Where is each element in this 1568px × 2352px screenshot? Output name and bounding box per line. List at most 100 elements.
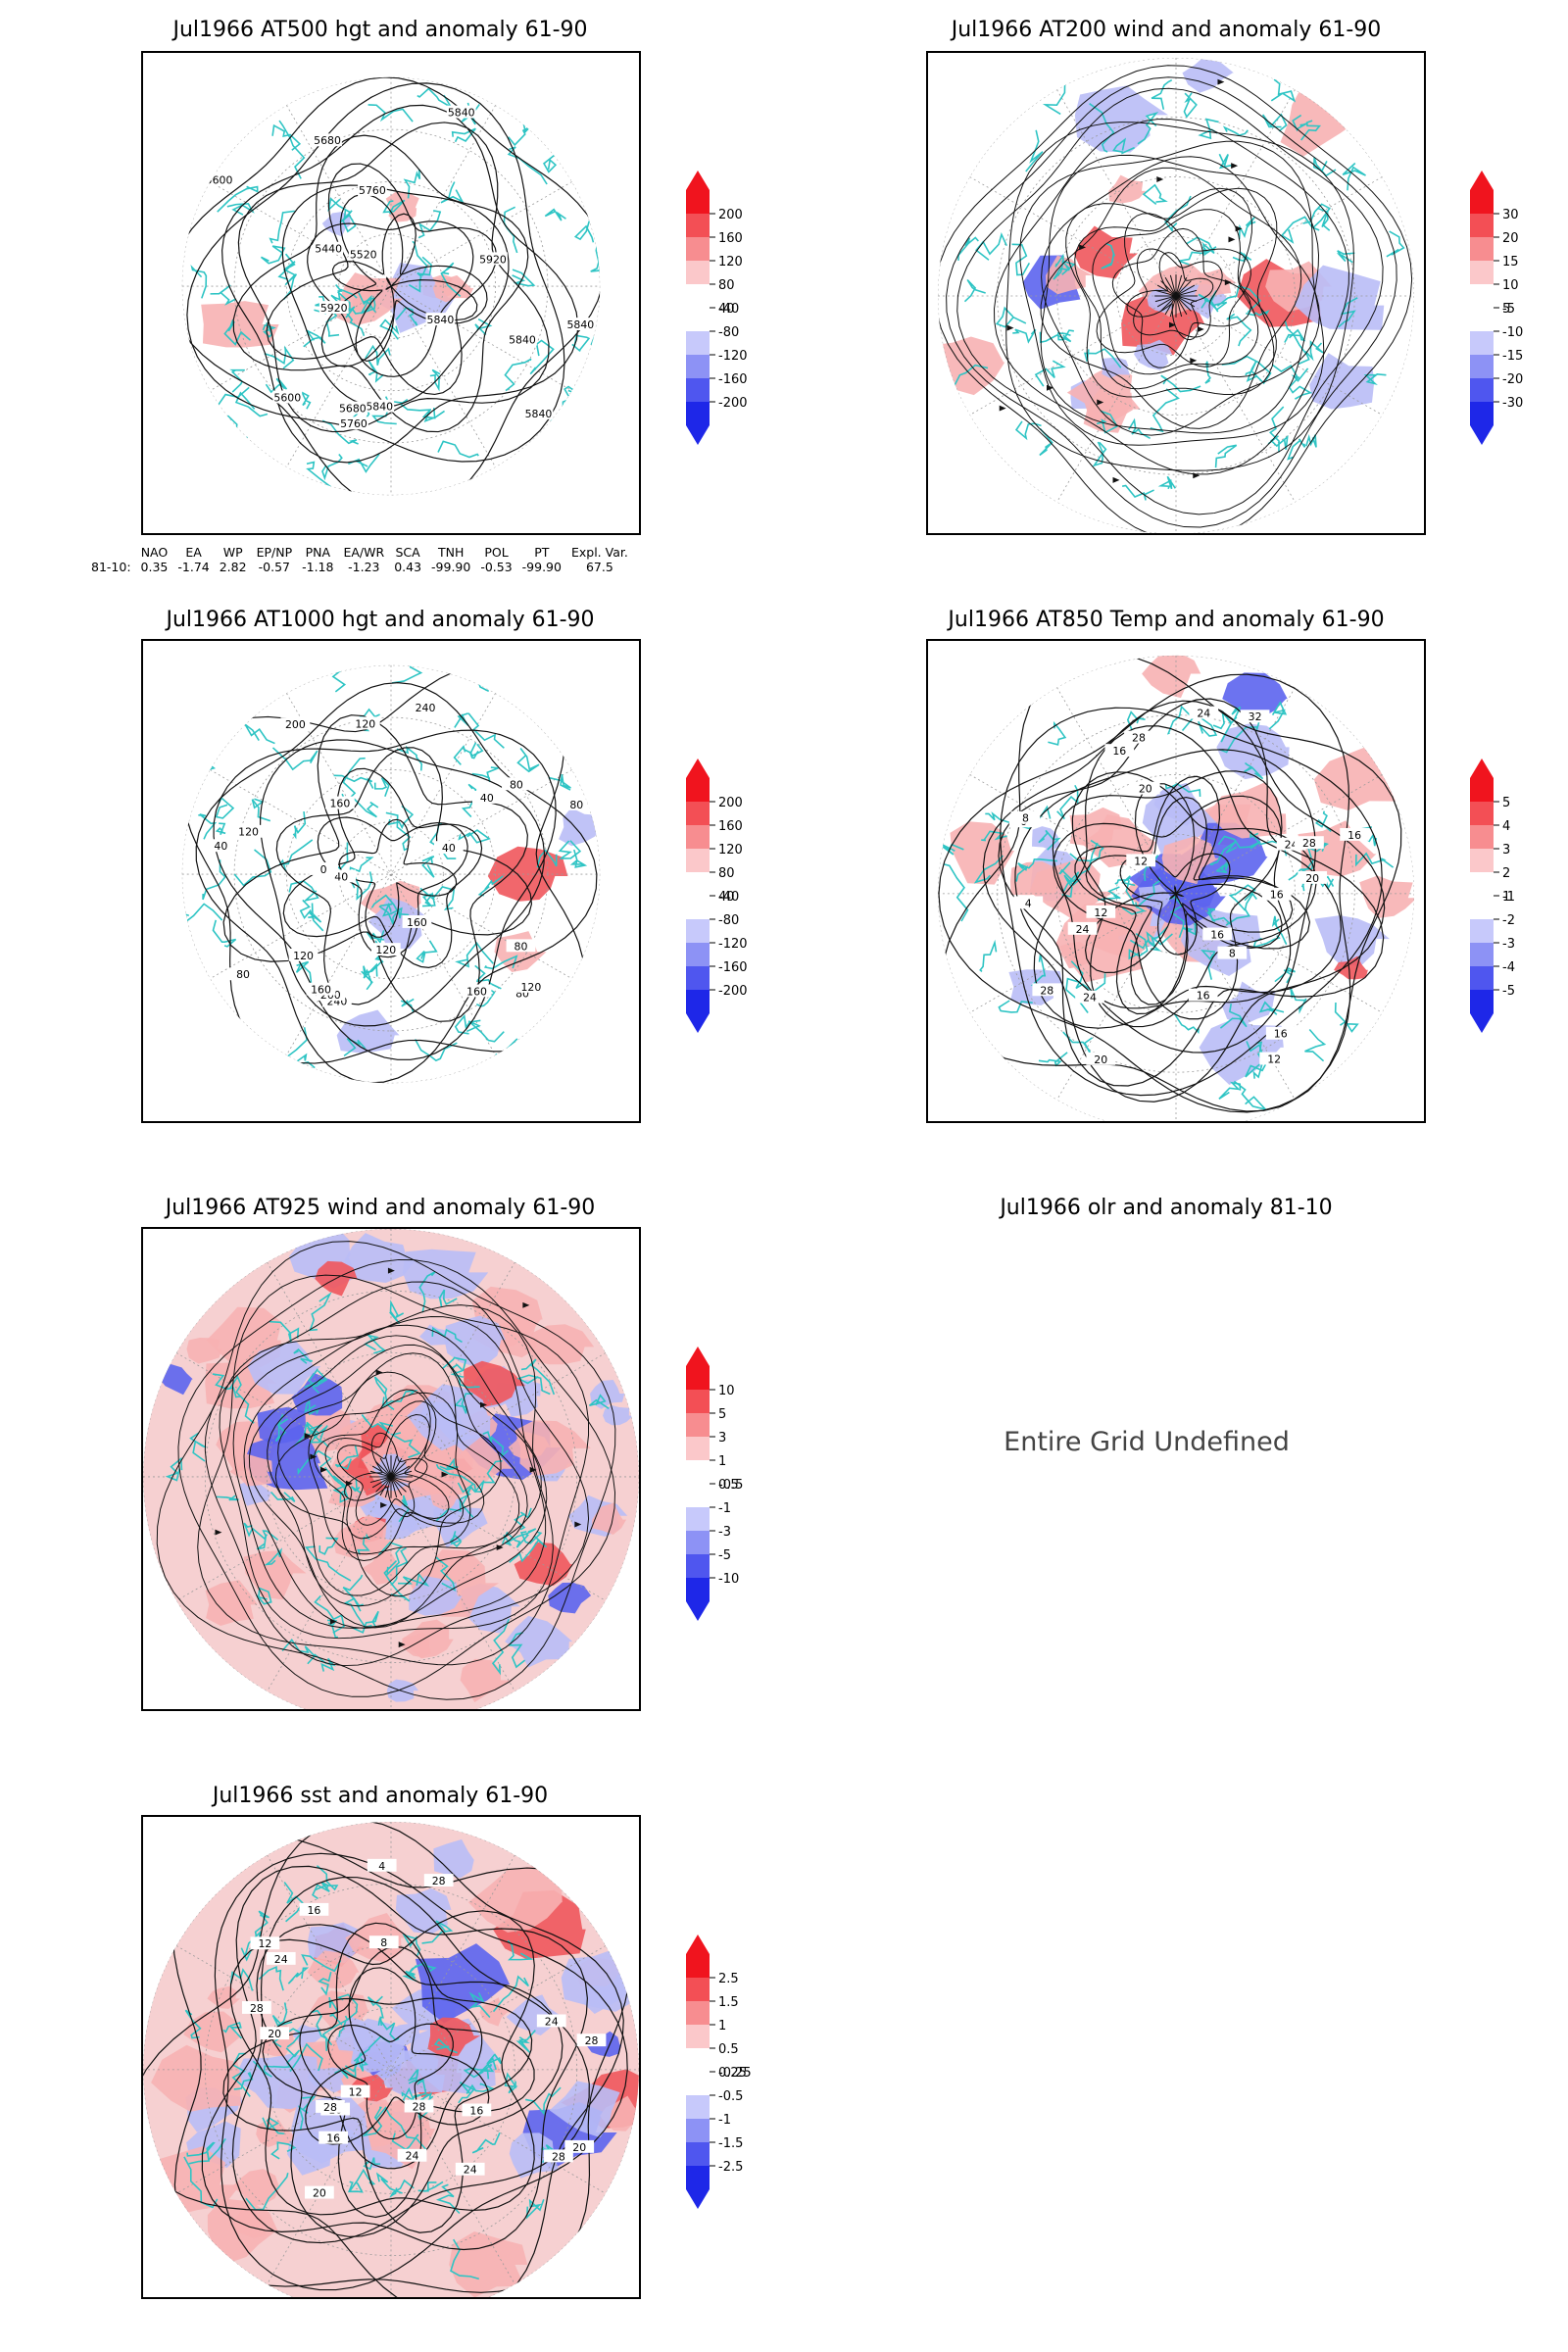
contour-label: 5760 <box>340 417 368 430</box>
colorbar-bottom-triangle <box>1470 1013 1494 1033</box>
colorbar-label: -160 <box>718 372 748 387</box>
coastline-segment <box>979 939 998 972</box>
negative-anomaly-region <box>549 2081 620 2138</box>
coastline-segment <box>244 723 275 745</box>
colorbar-box <box>1470 190 1494 214</box>
coastline-segment <box>357 1534 370 1555</box>
contour-label: 24 <box>545 2015 559 2028</box>
coastline-segment <box>318 1537 339 1555</box>
coastline-segment <box>471 766 499 783</box>
contour-label: 16 <box>469 2104 483 2117</box>
pole-streamline <box>390 1476 411 1489</box>
coastline-segment <box>260 245 286 265</box>
positive-anomaly-region <box>1359 875 1415 918</box>
streamline-arrow <box>1235 225 1243 232</box>
contour-label: 20 <box>1139 783 1152 796</box>
coastline-segment <box>1048 720 1067 746</box>
tele-header: PNA <box>305 545 331 560</box>
pole-streamline <box>1175 295 1188 316</box>
colorbar-svg-p2: 30 20 15 10 5-5 -10 -15 -20 -30 <box>1470 171 1523 445</box>
positive-anomaly-region <box>1334 956 1368 980</box>
coastline-segment <box>1222 125 1249 136</box>
streamlines <box>156 1241 616 1700</box>
coastline-segment <box>375 2172 403 2194</box>
positive-anomaly-region <box>201 301 279 348</box>
coastline-segment <box>1317 207 1331 231</box>
streamline <box>324 1400 465 1540</box>
coastline-segment <box>1200 950 1216 980</box>
negative-anomaly-region <box>559 808 601 847</box>
coastline-segment <box>1137 112 1159 145</box>
contour-label: 160 <box>311 984 331 997</box>
colorbar-svg-p4: 5 4 3 2 1-1 -2 -3 -4 -5 <box>1470 759 1515 1033</box>
coastline-segment <box>1198 716 1218 737</box>
positive-anomaly-region <box>592 1502 627 1535</box>
coastline-segment <box>1183 92 1198 119</box>
streamline <box>1040 167 1302 429</box>
coastline-segment <box>481 2056 497 2073</box>
coastline-segment <box>536 849 558 868</box>
colorbar-label: 3 <box>1502 843 1510 858</box>
contour-label: 16 <box>1270 889 1284 902</box>
positive-anomaly-region <box>449 2230 528 2297</box>
coastline-segment <box>431 1326 463 1344</box>
coastline-segment <box>270 2141 297 2160</box>
colorbar-label: 4 <box>1502 819 1510 834</box>
streamline <box>946 76 1397 528</box>
coastline-segment <box>1097 886 1121 901</box>
coastline-segment <box>353 871 373 901</box>
streamline-arrow <box>380 1501 388 1508</box>
coastline-segment <box>466 1020 505 1043</box>
map-svg-p5 <box>143 1229 639 1709</box>
coastline-segment <box>995 306 1027 328</box>
colorbar-label: 5 <box>1502 796 1510 810</box>
coastline-segment <box>301 1954 342 1973</box>
coastline-segment <box>1219 1004 1248 1029</box>
coastline-segment <box>435 2183 461 2215</box>
pole-streamline <box>375 1461 392 1478</box>
tele-header: EP/NP <box>256 545 293 560</box>
colorbar-bottom-triangle <box>686 1013 710 1033</box>
pole-streamline <box>1164 276 1177 297</box>
panel-title-p4: Jul1966 AT850 Temp and anomaly 61-90 <box>948 608 1385 632</box>
contour-label: 80 <box>569 799 583 811</box>
contour-label-bg <box>350 716 380 730</box>
tele-header: TNH <box>437 545 465 560</box>
colorbar-box <box>686 990 710 1013</box>
contour-lines <box>181 76 601 496</box>
colorbar-box <box>686 1978 710 2001</box>
contour-label-bg <box>348 247 378 261</box>
coastline-segment <box>414 1039 458 1062</box>
coastline-segment <box>1173 1013 1200 1035</box>
contour-label: 8 <box>380 1936 387 1949</box>
coastline-segment <box>288 880 319 903</box>
positive-anomaly-region <box>600 2095 639 2132</box>
colorbar-label: 120 <box>718 255 743 270</box>
coastline-segment <box>1129 926 1168 950</box>
coastline-segment <box>1246 310 1270 317</box>
coastline-segment <box>212 919 237 948</box>
coastline-segment <box>330 284 344 308</box>
coastline-segment <box>1038 1052 1068 1067</box>
colorbar-label: 1 <box>718 1454 726 1469</box>
contour-label-bg <box>339 416 368 430</box>
coastline-segment <box>1292 114 1308 132</box>
map-content <box>143 1229 639 1709</box>
colorbar-bottom-triangle <box>1470 425 1494 445</box>
coastline-segment <box>269 210 295 244</box>
coastline-segment <box>1271 915 1288 946</box>
colorbar-top-triangle <box>686 1347 710 1366</box>
contour-label-bg <box>1202 927 1233 941</box>
colorbar-label: 5 <box>718 1407 726 1422</box>
coastline-segment <box>363 2157 381 2171</box>
contour-label-bg <box>1259 1052 1290 1065</box>
contour-label: 0 <box>320 863 327 876</box>
colorbar-box <box>686 190 710 214</box>
map-content <box>937 57 1415 533</box>
panel-title-p6: Jul1966 olr and anomaly 81-10 <box>1000 1196 1333 1220</box>
contour-label-bg <box>433 841 464 855</box>
coastline-segment <box>421 892 436 907</box>
colorbar-box <box>1470 237 1494 261</box>
contour-label-bg <box>1217 946 1248 959</box>
